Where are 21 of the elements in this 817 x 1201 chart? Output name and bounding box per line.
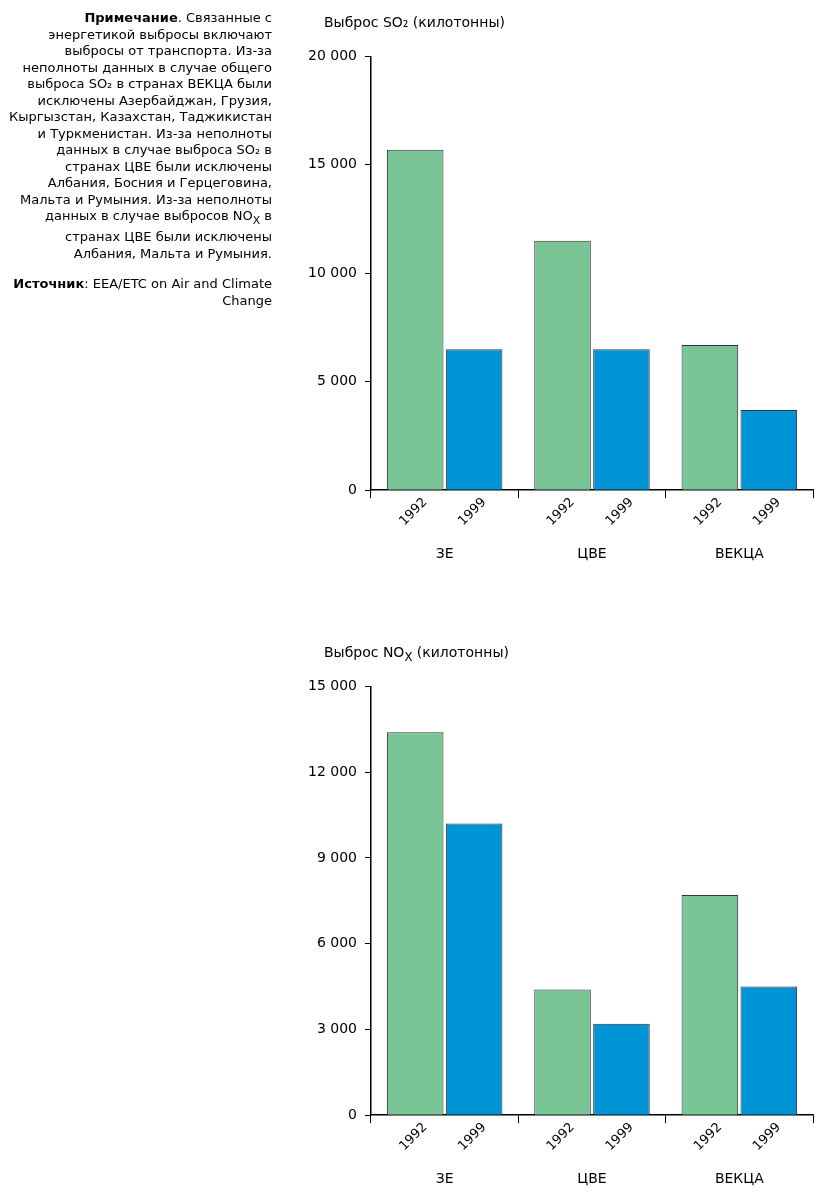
x-tick-label: ВЕКЦА	[714, 545, 765, 562]
y-tick-label: 15 000	[307, 677, 357, 694]
y-tick-label: 5 000	[316, 372, 357, 389]
y-tick-label: 0	[348, 480, 357, 497]
y-tick-label: 6 000	[316, 934, 357, 951]
y-tick-label: 9 000	[316, 848, 357, 865]
y-tick-label: 12 000	[307, 762, 357, 779]
text: Источник: EEA/ETC on Air and Climate Change	[12, 276, 272, 310]
y-tick-label: 10 000	[307, 263, 357, 280]
chart-title: Выброс SO₂ (килотонны)	[324, 14, 505, 30]
x-tick-label: ВЕКЦА	[714, 1170, 765, 1187]
y-tick-label: 20 000	[307, 47, 357, 64]
x-tick-label: ЗЕ	[435, 545, 454, 562]
x-tick-label: ЦВЕ	[577, 1170, 607, 1187]
y-tick-label: 15 000	[307, 155, 357, 172]
x-tick-label: ЦВЕ	[577, 545, 607, 562]
y-tick-label: 0	[348, 1105, 357, 1122]
x-tick-label: ЗЕ	[435, 1170, 454, 1187]
chart-title: Выброс NO$_{X}$ (килотонны)	[324, 644, 509, 664]
text: Примечание. Связанные с энергетикой выбросы включают выбросы от транспорта. Из-за неполноты данных в случае общего выброса SO₂ в странах ВЕКЦА были исключены Азербайджан, Грузия, Кыргызстан, Казахстан, Таджикистан и Туркменистан. Из-за неполноты данных в случае выброса SO₂ в странах ЦВЕ были исключены Албания, Босния и Герцеговина, Мальта и Румыния. Из-за неполноты данных в случае выбросов NO$_{X}$ в странах ЦВЕ были исключены Албания, Мальта и Румыния.	[9, 10, 272, 261]
y-tick-label: 3 000	[316, 1020, 357, 1037]
